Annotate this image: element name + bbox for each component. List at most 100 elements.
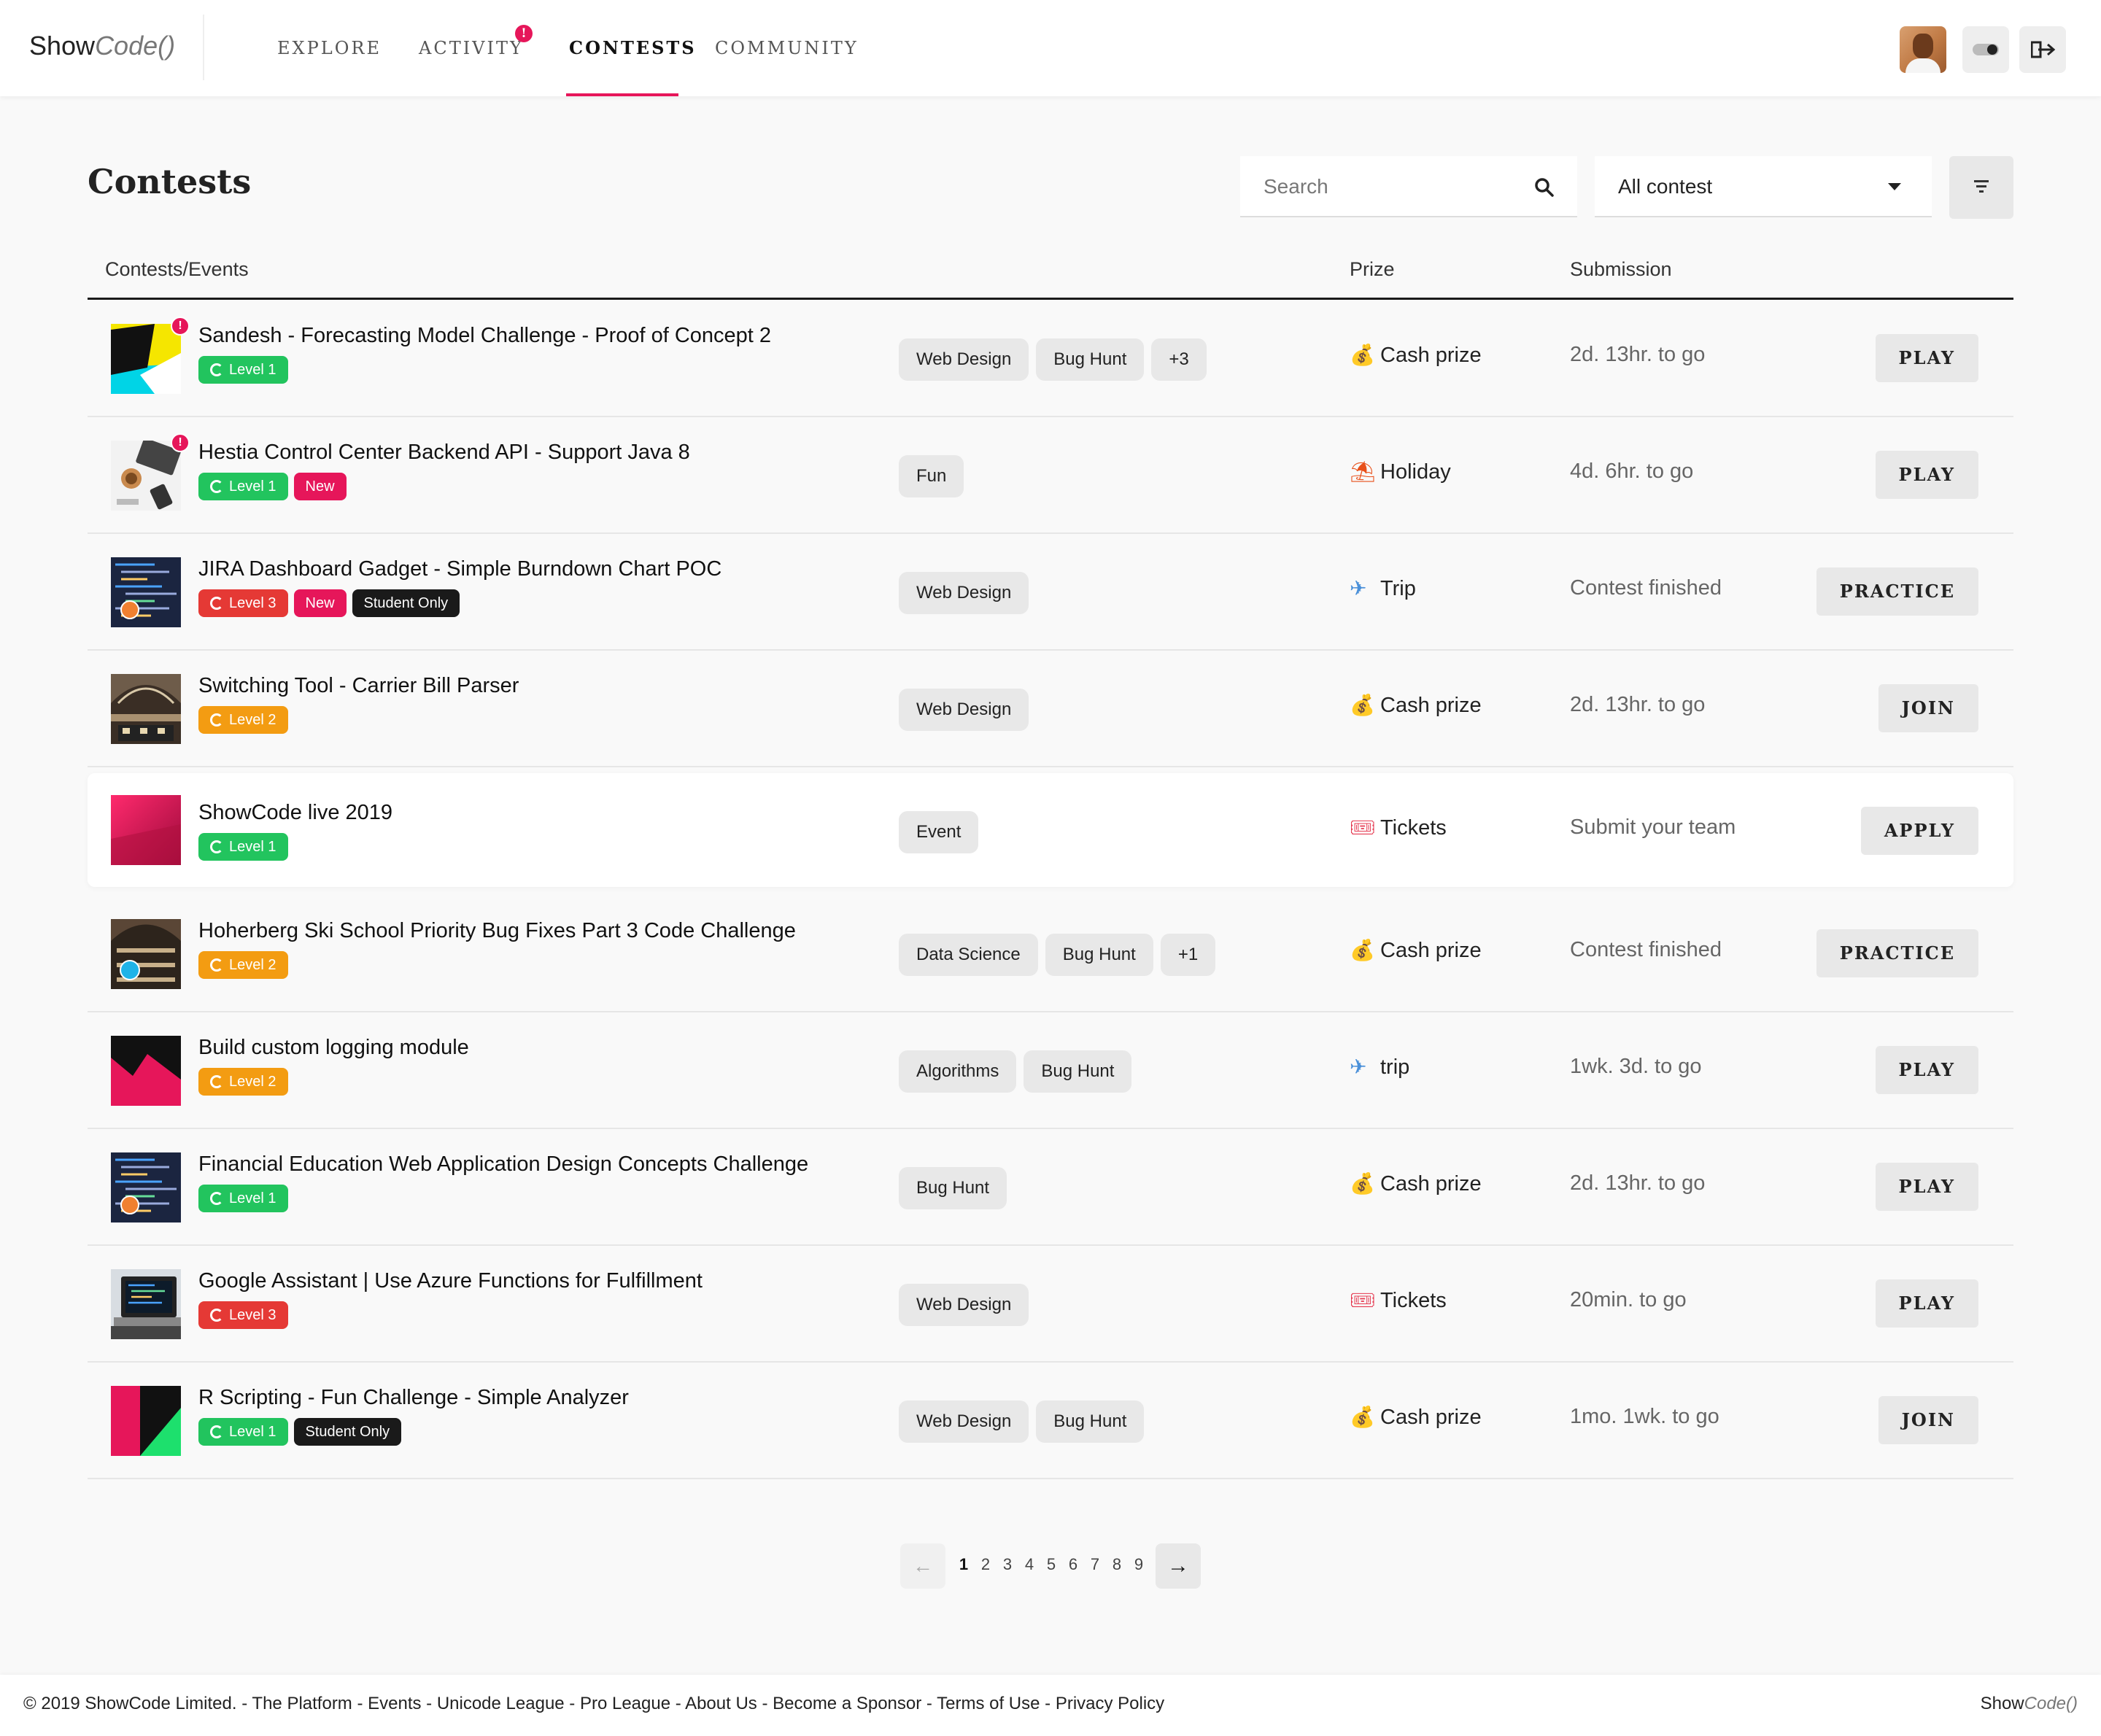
tag-chip[interactable]: Web Design xyxy=(899,689,1029,731)
page-title: Contests xyxy=(88,162,252,201)
search-icon[interactable] xyxy=(1533,177,1555,198)
table-row[interactable]: JIRA Dashboard Gadget - Simple Burndown … xyxy=(88,534,2013,651)
next-page-button[interactable]: → xyxy=(1156,1543,1201,1589)
logout-button[interactable] xyxy=(2019,26,2066,73)
contest-title[interactable]: JIRA Dashboard Gadget - Simple Burndown … xyxy=(198,557,722,581)
table-row[interactable]: ShowCode live 2019 Level 1 Event 🎟 Tickets Su… xyxy=(88,773,2013,887)
contest-title[interactable]: Hestia Control Center Backend API - Supp… xyxy=(198,441,690,464)
student-only-badge: Student Only xyxy=(293,1418,402,1446)
header-divider xyxy=(88,298,2013,300)
contest-title[interactable]: ShowCode live 2019 xyxy=(198,801,393,824)
select-value: All contest xyxy=(1618,175,1713,198)
prize-label: Tickets xyxy=(1380,816,1447,840)
page-number[interactable]: 6 xyxy=(1068,1555,1078,1573)
table-row[interactable]: Google Assistant | Use Azure Functions f… xyxy=(88,1246,2013,1363)
tag-chip[interactable]: Bug Hunt xyxy=(1036,1400,1145,1443)
play-button[interactable]: PLAY xyxy=(1875,1163,1978,1211)
badge-group: Level 2 xyxy=(198,1068,294,1096)
submission-status: 2d. 13hr. to go xyxy=(1570,1171,1706,1195)
contest-filter-select[interactable]: All contest xyxy=(1595,156,1932,217)
apply-button[interactable]: APPLY xyxy=(1860,807,1978,855)
tag-chip[interactable]: Bug Hunt xyxy=(899,1167,1007,1209)
page-number[interactable]: 4 xyxy=(1024,1555,1034,1573)
table-row[interactable]: Financial Education Web Application Desi… xyxy=(88,1129,2013,1246)
tag-chip[interactable]: Web Design xyxy=(899,1284,1029,1326)
badge-group: Level 3 xyxy=(198,1301,294,1329)
nav-explore[interactable]: EXPLORE xyxy=(277,0,382,96)
filter-icon xyxy=(1974,180,1989,193)
play-button[interactable]: PLAY xyxy=(1875,334,1978,382)
prize-label: Cash prize xyxy=(1380,939,1482,962)
play-button[interactable]: PLAY xyxy=(1875,451,1978,499)
page-number[interactable]: 9 xyxy=(1134,1555,1144,1573)
contest-title[interactable]: Sandesh - Forecasting Model Challenge - … xyxy=(198,324,772,347)
page-number[interactable]: 2 xyxy=(980,1555,991,1573)
prev-page-button[interactable]: ← xyxy=(900,1543,945,1589)
money-bag-icon: 💰 xyxy=(1350,694,1375,716)
user-avatar[interactable] xyxy=(1900,26,1946,73)
page-number[interactable]: 8 xyxy=(1112,1555,1122,1573)
tag-group: Bug Hunt xyxy=(899,1167,1014,1209)
tag-chip[interactable]: Web Design xyxy=(899,572,1029,614)
level-progress-icon xyxy=(210,1425,223,1438)
page-number[interactable]: 3 xyxy=(1002,1555,1013,1573)
nav-contests[interactable]: CONTESTS xyxy=(566,0,697,96)
page-number[interactable]: 5 xyxy=(1046,1555,1056,1573)
tag-chip[interactable]: Web Design xyxy=(899,338,1029,381)
tag-chip[interactable]: Algorithms xyxy=(899,1050,1017,1093)
level-progress-icon xyxy=(210,597,223,610)
join-button[interactable]: JOIN xyxy=(1878,684,1978,732)
prize: 💰 Cash prize xyxy=(1350,1171,1482,1196)
badge-group: Level 1 Student Only xyxy=(198,1418,407,1446)
contest-title[interactable]: Switching Tool - Carrier Bill Parser xyxy=(198,674,519,697)
contest-title[interactable]: R Scripting - Fun Challenge - Simple Ana… xyxy=(198,1386,629,1409)
nav-activity[interactable]: ACTIVITY! xyxy=(419,0,533,96)
table-row[interactable]: Hoherberg Ski School Priority Bug Fixes … xyxy=(88,896,2013,1012)
toggle-icon xyxy=(1973,44,1999,55)
badge-group: Level 1 xyxy=(198,833,294,861)
prize: 💰 Cash prize xyxy=(1350,1405,1482,1430)
table-row[interactable]: ! Hestia Control Center Backend API - Sup… xyxy=(88,417,2013,534)
tag-chip[interactable]: Data Science xyxy=(899,934,1038,976)
table-row[interactable]: R Scripting - Fun Challenge - Simple Ana… xyxy=(88,1363,2013,1479)
tag-chip[interactable]: Bug Hunt xyxy=(1036,338,1145,381)
tag-chip[interactable]: Bug Hunt xyxy=(1045,934,1153,976)
tag-group: Event xyxy=(899,811,986,853)
theme-toggle-button[interactable] xyxy=(1962,26,2009,73)
page-number[interactable]: 7 xyxy=(1090,1555,1100,1573)
join-button[interactable]: JOIN xyxy=(1878,1396,1978,1444)
practice-button[interactable]: PRACTICE xyxy=(1816,567,1978,616)
contest-title[interactable]: Financial Education Web Application Desi… xyxy=(198,1152,809,1176)
level-badge: Level 2 xyxy=(198,1068,288,1096)
new-badge: New xyxy=(293,473,347,500)
play-button[interactable]: PLAY xyxy=(1875,1279,1978,1328)
ticket-icon: 🎟 xyxy=(1350,816,1376,839)
page-number[interactable]: 1 xyxy=(959,1555,969,1573)
search-input[interactable] xyxy=(1240,156,1532,217)
alert-badge: ! xyxy=(171,433,190,452)
tag-group: Web Design xyxy=(899,689,1036,731)
contest-title[interactable]: Hoherberg Ski School Priority Bug Fixes … xyxy=(198,919,796,942)
table-row[interactable]: Switching Tool - Carrier Bill Parser Leve… xyxy=(88,651,2013,767)
contest-title[interactable]: Google Assistant | Use Azure Functions f… xyxy=(198,1269,703,1293)
tag-chip[interactable]: Web Design xyxy=(899,1400,1029,1443)
ticket-icon: 🎟 xyxy=(1350,1289,1376,1311)
badge-group: Level 3 New Student Only xyxy=(198,589,465,617)
more-tags-chip[interactable]: +1 xyxy=(1160,934,1216,976)
nav-label: ACTIVITY xyxy=(419,38,524,58)
tag-chip[interactable]: Bug Hunt xyxy=(1024,1050,1132,1093)
table-row[interactable]: ! Sandesh - Forecasting Model Challenge -… xyxy=(88,301,2013,417)
filter-button[interactable] xyxy=(1949,156,2013,219)
play-button[interactable]: PLAY xyxy=(1875,1046,1978,1094)
nav-community[interactable]: COMMUNITY xyxy=(715,0,859,96)
practice-button[interactable]: PRACTICE xyxy=(1816,929,1978,977)
footer-links[interactable]: © 2019 ShowCode Limited. - The Platform … xyxy=(23,1694,1165,1713)
contest-title[interactable]: Build custom logging module xyxy=(198,1036,469,1059)
tag-chip[interactable]: Event xyxy=(899,811,979,853)
footer-logo[interactable]: ShowCode() xyxy=(1981,1694,2078,1714)
tag-chip[interactable]: Fun xyxy=(899,455,964,497)
logo[interactable]: ShowCode() xyxy=(29,31,175,61)
table-row[interactable]: Build custom logging module Level 2 Algori… xyxy=(88,1012,2013,1129)
badge-group: Level 1 xyxy=(198,356,294,384)
more-tags-chip[interactable]: +3 xyxy=(1151,338,1207,381)
